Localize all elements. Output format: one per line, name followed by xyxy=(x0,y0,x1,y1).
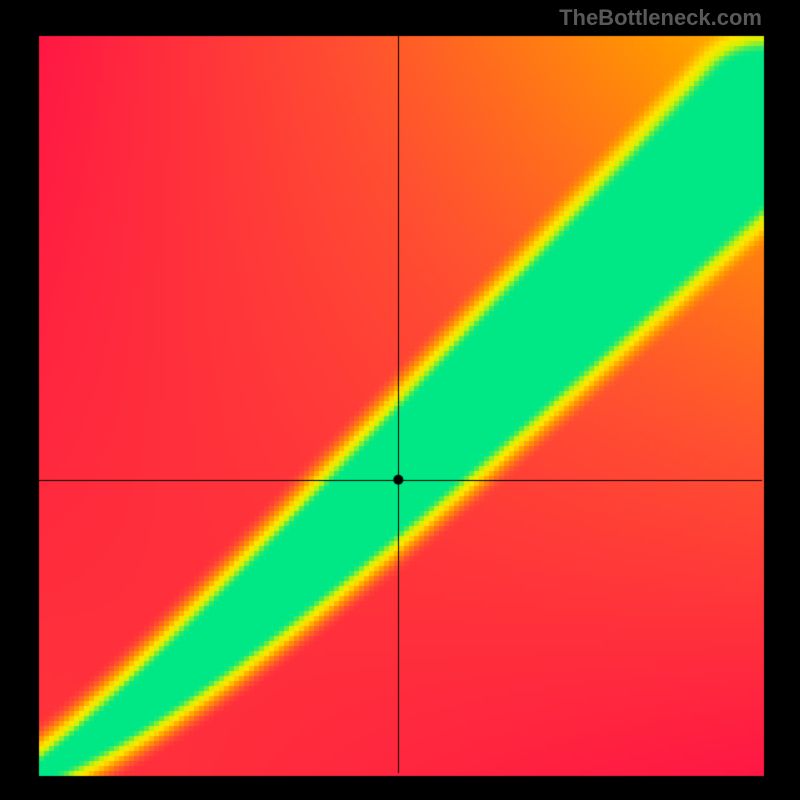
bottleneck-heatmap xyxy=(0,0,800,800)
watermark-text: TheBottleneck.com xyxy=(559,5,762,31)
